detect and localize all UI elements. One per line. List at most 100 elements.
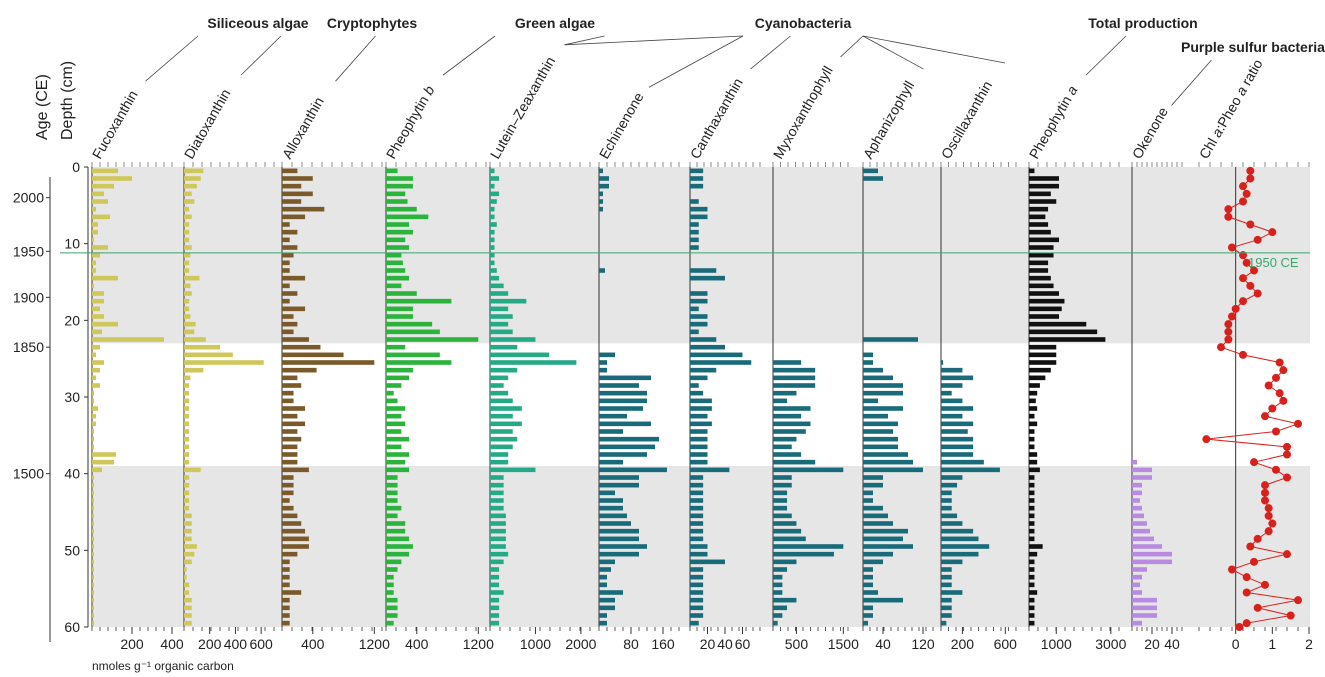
bar	[282, 337, 309, 342]
ratio-point	[1242, 189, 1251, 198]
bar	[863, 590, 878, 595]
bar	[1029, 436, 1035, 442]
bar	[386, 306, 413, 312]
bar	[1029, 245, 1054, 250]
bar	[1029, 260, 1049, 266]
bar	[282, 268, 290, 273]
bar	[941, 582, 952, 588]
bar	[92, 459, 114, 465]
bar	[690, 467, 730, 473]
bar	[92, 314, 104, 319]
bar	[863, 498, 873, 503]
bar	[863, 567, 873, 572]
reference-line-layer: 1950 CE	[60, 252, 1310, 270]
bar	[1132, 590, 1142, 595]
bar	[1029, 398, 1036, 404]
bar	[490, 574, 500, 580]
bar	[92, 413, 96, 419]
group-label: Siliceous algae	[207, 15, 308, 31]
bar	[1029, 574, 1035, 580]
ratio-point	[1224, 205, 1233, 214]
bar	[941, 513, 958, 519]
bar	[92, 252, 100, 258]
bar	[690, 582, 704, 588]
bar	[184, 513, 192, 519]
bar	[1132, 567, 1147, 572]
ratio-point	[1253, 534, 1262, 543]
bar	[92, 329, 102, 335]
bar	[863, 482, 883, 488]
bar	[1029, 199, 1057, 204]
bar	[282, 352, 344, 358]
bar	[1029, 214, 1046, 220]
bar	[1132, 490, 1142, 496]
bar	[490, 421, 522, 427]
bar	[184, 590, 190, 595]
bar	[773, 605, 788, 611]
age-tick-label: 2000	[13, 190, 44, 206]
bar	[184, 321, 196, 327]
bar	[92, 390, 94, 396]
bar	[690, 498, 704, 503]
bar	[1029, 375, 1046, 381]
bar	[1029, 513, 1035, 519]
panel-title-part: Canthaxanthin	[687, 75, 746, 161]
bar	[1029, 505, 1035, 511]
bar	[599, 528, 639, 534]
bar	[690, 367, 717, 373]
ratio-point	[1246, 174, 1255, 183]
group-connector	[564, 35, 605, 46]
bar	[863, 620, 868, 626]
bar	[386, 283, 402, 289]
bar	[1132, 574, 1142, 580]
group-connector	[1171, 59, 1212, 106]
bar	[386, 298, 452, 304]
bar	[282, 436, 302, 442]
bar	[863, 383, 903, 388]
bar	[941, 551, 979, 557]
bar	[92, 176, 132, 181]
bar	[941, 536, 979, 542]
bar	[386, 620, 394, 626]
bar	[863, 436, 898, 442]
bar	[773, 436, 797, 442]
x-tick-label: 1500	[828, 636, 859, 652]
bar	[184, 383, 190, 388]
bar	[92, 183, 114, 189]
bar	[184, 421, 190, 427]
bar	[1029, 306, 1062, 312]
bar	[386, 482, 398, 488]
bar	[773, 521, 797, 526]
bar	[490, 536, 506, 542]
ratio-point	[1272, 373, 1280, 382]
bar	[386, 452, 410, 457]
group-connector	[442, 35, 496, 76]
bar	[490, 191, 500, 197]
bar	[690, 222, 699, 227]
bar	[282, 452, 298, 457]
bar	[490, 444, 513, 450]
bar	[92, 582, 94, 588]
bar	[690, 268, 717, 273]
bar	[386, 344, 406, 350]
x-tick-label: 3000	[1095, 636, 1126, 652]
bar	[282, 229, 298, 235]
bar	[690, 275, 725, 281]
bar	[386, 544, 413, 549]
bar	[690, 321, 708, 327]
x-tick-label: 600	[994, 636, 1018, 652]
bar	[386, 375, 410, 381]
shading-layer	[92, 167, 1310, 627]
bar	[773, 429, 806, 434]
bar	[490, 183, 495, 189]
bar	[690, 183, 704, 189]
bar	[282, 191, 313, 197]
bar	[386, 467, 410, 473]
bar	[1029, 467, 1040, 473]
bar	[92, 229, 98, 235]
panel-title: Echinenone	[596, 89, 647, 161]
bar	[184, 498, 190, 503]
bar	[941, 452, 974, 457]
bar	[490, 429, 513, 434]
bar	[386, 352, 440, 358]
